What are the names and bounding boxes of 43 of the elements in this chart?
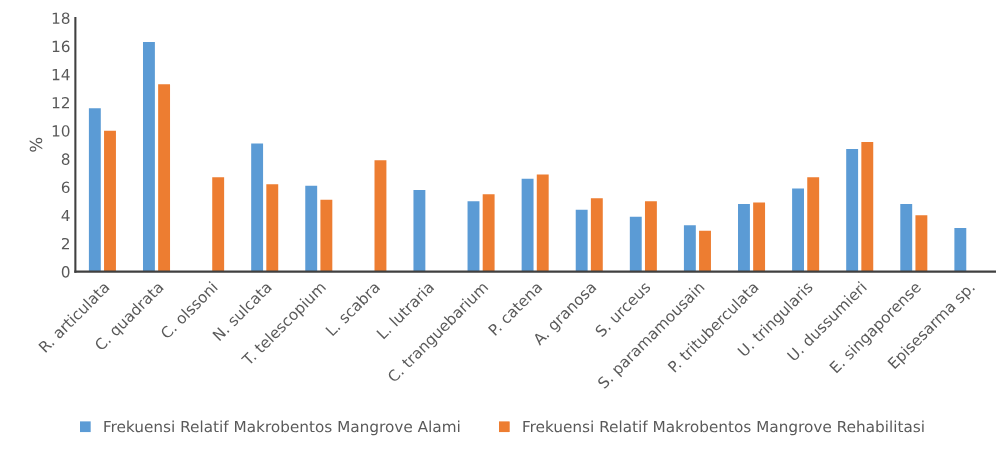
y-tick-label: 2 — [61, 237, 69, 250]
bar — [683, 225, 696, 272]
bar — [104, 130, 116, 272]
legend-label: Frekuensi Relatif Makrobentos Mangrove Rehabilitasi — [523, 420, 924, 436]
y-axis-title: % — [29, 137, 43, 152]
y-tick-label: 18 — [52, 12, 70, 24]
y-tick-label: 0 — [61, 266, 70, 278]
y-tick-label: 4 — [61, 209, 70, 222]
bar — [861, 141, 874, 272]
bar — [467, 201, 480, 272]
y-tick-label: 10 — [52, 125, 70, 137]
bar — [575, 209, 588, 272]
bar — [644, 201, 657, 272]
bar — [792, 188, 804, 272]
bar — [482, 194, 495, 272]
bar — [738, 204, 750, 272]
legend-label: Frekuensi Relatif Makrobentos Mangrove Alami — [104, 420, 460, 436]
bar — [521, 178, 534, 272]
y-tick-label: 16 — [52, 40, 70, 53]
bar — [251, 143, 264, 272]
bar — [142, 41, 155, 272]
bar — [374, 160, 387, 272]
bar — [413, 189, 426, 272]
bar — [536, 174, 549, 272]
y-tick-label: 14 — [52, 69, 70, 81]
bar — [305, 185, 318, 272]
bar — [212, 177, 225, 272]
bar — [88, 108, 101, 272]
bar — [629, 216, 642, 272]
bar — [590, 198, 603, 272]
bar — [753, 202, 766, 272]
y-tick-label: 12 — [52, 96, 69, 109]
y-tick-label: 6 — [61, 181, 70, 194]
bar — [699, 230, 711, 272]
bar — [915, 215, 928, 272]
bar — [266, 184, 279, 272]
bar — [846, 149, 859, 272]
y-tick-label: 8 — [61, 153, 70, 165]
bar — [158, 84, 171, 272]
bar — [900, 204, 913, 272]
bar — [320, 199, 333, 272]
bar — [954, 227, 967, 272]
bar — [807, 177, 820, 272]
